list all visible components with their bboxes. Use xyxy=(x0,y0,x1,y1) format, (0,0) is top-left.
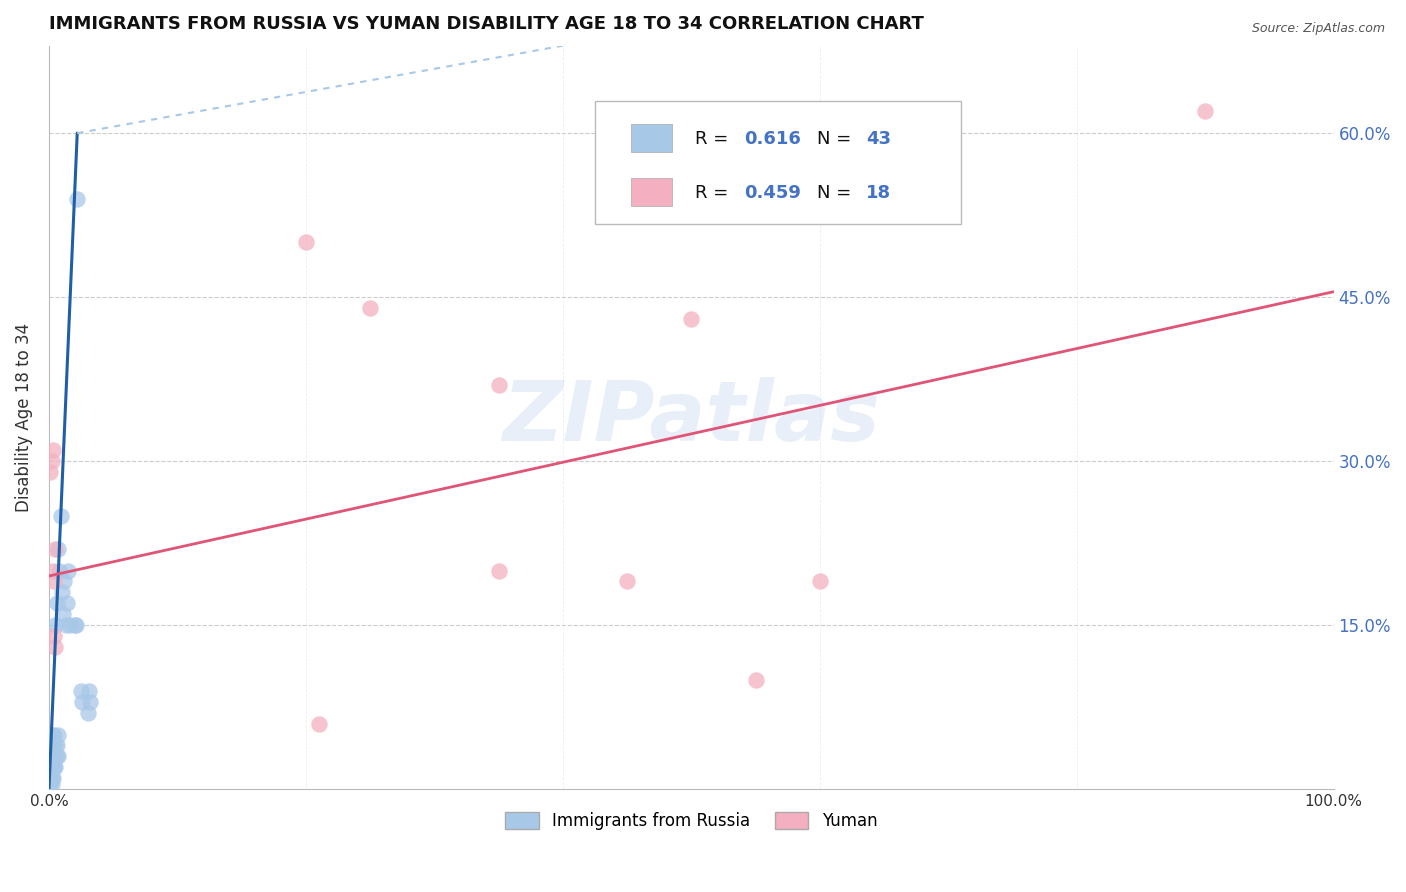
Point xyxy=(72,695,94,709)
Text: N =: N = xyxy=(817,184,858,202)
Point xyxy=(39,760,62,774)
Point xyxy=(51,585,73,599)
Point xyxy=(39,749,62,764)
Text: 18: 18 xyxy=(866,184,891,202)
Point xyxy=(44,640,66,654)
Text: ZIPatlas: ZIPatlas xyxy=(502,377,880,458)
Legend: Immigrants from Russia, Yuman: Immigrants from Russia, Yuman xyxy=(499,805,884,837)
Point xyxy=(49,508,72,523)
FancyBboxPatch shape xyxy=(595,102,962,224)
Point xyxy=(39,465,62,479)
Point xyxy=(52,607,75,622)
Point xyxy=(41,727,63,741)
Point xyxy=(42,772,65,786)
Point xyxy=(46,749,69,764)
Text: N =: N = xyxy=(817,130,858,148)
Point xyxy=(42,443,65,458)
Point xyxy=(42,760,65,774)
Point xyxy=(45,596,67,610)
Point xyxy=(45,749,67,764)
Point xyxy=(488,377,510,392)
FancyBboxPatch shape xyxy=(631,178,672,205)
Text: R =: R = xyxy=(695,184,734,202)
Point xyxy=(58,564,80,578)
Point xyxy=(744,673,766,687)
Text: 0.616: 0.616 xyxy=(744,130,801,148)
Point xyxy=(42,760,65,774)
Point xyxy=(295,235,318,250)
Point xyxy=(42,739,65,753)
Point xyxy=(56,596,79,610)
Point xyxy=(39,772,62,786)
Point xyxy=(42,629,65,643)
Point xyxy=(53,574,76,589)
Point xyxy=(70,683,93,698)
Y-axis label: Disability Age 18 to 34: Disability Age 18 to 34 xyxy=(15,323,32,512)
Point xyxy=(681,312,703,326)
Point xyxy=(55,618,77,632)
Point xyxy=(77,683,100,698)
Point xyxy=(808,574,831,589)
Point xyxy=(44,541,66,556)
Point xyxy=(42,564,65,578)
Point xyxy=(66,192,89,206)
Point xyxy=(44,739,66,753)
Point xyxy=(44,618,66,632)
Point xyxy=(488,564,510,578)
Point xyxy=(41,777,63,791)
Text: Source: ZipAtlas.com: Source: ZipAtlas.com xyxy=(1251,22,1385,36)
Point xyxy=(48,564,70,578)
Point xyxy=(46,727,69,741)
Point xyxy=(41,749,63,764)
Point xyxy=(41,760,63,774)
Point xyxy=(616,574,638,589)
Point xyxy=(42,749,65,764)
Point xyxy=(63,618,86,632)
Point xyxy=(39,777,62,791)
Point xyxy=(45,739,67,753)
Text: 43: 43 xyxy=(866,130,891,148)
Point xyxy=(42,749,65,764)
Text: IMMIGRANTS FROM RUSSIA VS YUMAN DISABILITY AGE 18 TO 34 CORRELATION CHART: IMMIGRANTS FROM RUSSIA VS YUMAN DISABILI… xyxy=(49,15,924,33)
Point xyxy=(76,706,98,720)
Point xyxy=(58,618,80,632)
Point xyxy=(308,716,330,731)
Point xyxy=(79,695,101,709)
Point xyxy=(41,739,63,753)
Point xyxy=(42,727,65,741)
Point xyxy=(41,772,63,786)
Text: 0.459: 0.459 xyxy=(744,184,801,202)
Point xyxy=(46,541,69,556)
Point xyxy=(42,574,65,589)
Point xyxy=(1194,104,1216,119)
Point xyxy=(44,760,66,774)
Point xyxy=(41,454,63,468)
Point xyxy=(65,618,87,632)
Point xyxy=(359,301,381,315)
Text: R =: R = xyxy=(695,130,734,148)
FancyBboxPatch shape xyxy=(631,125,672,152)
